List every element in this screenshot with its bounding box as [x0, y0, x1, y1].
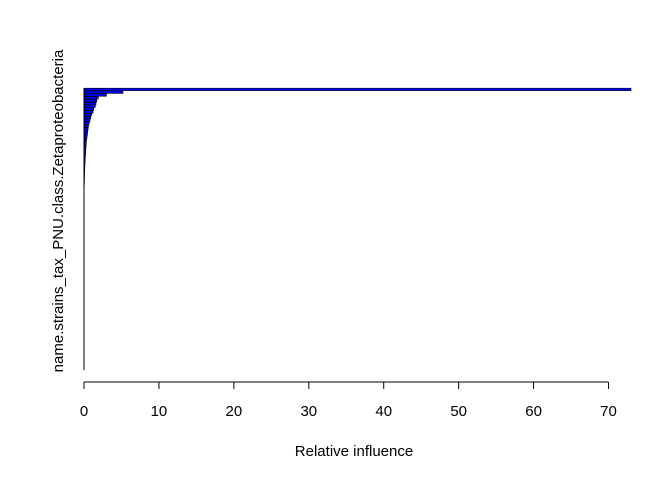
bar — [83, 102, 97, 106]
x-tick-label: 70 — [600, 403, 617, 420]
bar — [83, 110, 94, 114]
x-tick-label: 40 — [375, 403, 392, 420]
bar — [83, 107, 95, 111]
bar — [83, 99, 98, 103]
x-axis-title: Relative influence — [295, 443, 413, 460]
x-tick-label: 20 — [226, 403, 243, 420]
y-tick-label: name.strains_tax_PNU.class.Zetaproteobac… — [50, 49, 67, 372]
bar — [83, 87, 632, 91]
bar — [83, 133, 88, 137]
bar — [83, 118, 91, 122]
bar — [83, 121, 90, 125]
x-axis: 0 10 20 30 40 50 60 70 — [80, 381, 617, 420]
x-tick-label: 10 — [151, 403, 168, 420]
x-tick-label: 60 — [525, 403, 542, 420]
x-tick-label: 30 — [300, 403, 317, 420]
bar — [83, 104, 96, 108]
x-tick-label: 50 — [450, 403, 467, 420]
x-ticks-group: 0 10 20 30 40 50 60 70 — [80, 382, 617, 420]
bar — [83, 116, 92, 120]
bar — [83, 96, 99, 100]
bar — [83, 90, 124, 94]
bar — [83, 124, 89, 128]
bars-group — [83, 87, 632, 224]
bar — [83, 113, 92, 117]
bar — [83, 93, 107, 97]
bar — [83, 130, 89, 134]
x-tick-label: 0 — [80, 403, 88, 420]
bar — [83, 127, 89, 131]
